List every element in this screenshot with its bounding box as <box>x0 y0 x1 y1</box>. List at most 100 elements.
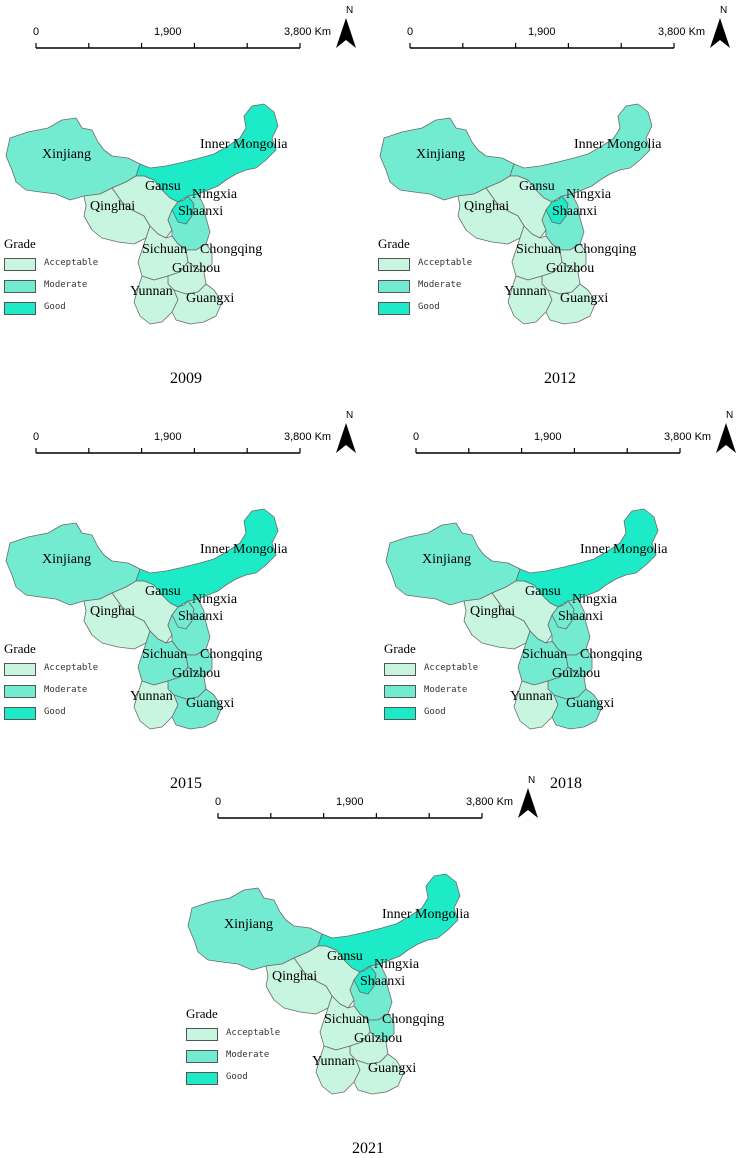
scale-bar <box>217 813 483 819</box>
legend: Grade Acceptable Moderate Good <box>378 236 518 316</box>
legend-swatch <box>378 280 410 293</box>
north-arrow-icon <box>716 423 736 453</box>
region-label-qinghai: Qinghai <box>90 604 136 619</box>
region-label-inner-mongolia: Inner Mongolia <box>382 907 470 922</box>
scale-label-mid: 1,900 <box>534 431 562 443</box>
north-arrow-icon <box>518 788 538 818</box>
scale-label-start: 0 <box>413 431 420 443</box>
region-label-xinjiang: Xinjiang <box>416 147 465 162</box>
north-label: N <box>726 410 734 421</box>
region-label-guizhou: Guizhou <box>354 1031 403 1046</box>
year-caption: 2021 <box>352 1140 384 1157</box>
region-label-chongqing: Chongqing <box>200 242 263 257</box>
legend-swatch <box>186 1028 218 1041</box>
region-label-guangxi: Guangxi <box>560 291 609 306</box>
scale-label-start: 0 <box>33 431 40 443</box>
legend-label: Moderate <box>44 685 88 695</box>
region-label-guangxi: Guangxi <box>186 291 235 306</box>
scale-bar <box>409 43 675 49</box>
region-label-chongqing: Chongqing <box>382 1012 445 1027</box>
region-label-shaanxi: Shaanxi <box>360 974 406 989</box>
legend-swatch <box>384 663 416 676</box>
region-label-xinjiang: Xinjiang <box>224 917 273 932</box>
scale-label-mid: 1,900 <box>528 26 556 38</box>
legend-title: Grade <box>186 1006 218 1021</box>
legend: Grade Acceptable Moderate Good <box>384 641 524 721</box>
legend-swatch <box>378 258 410 271</box>
scale-label-mid: 1,900 <box>154 431 182 443</box>
scale-label-end: 3,800 Km <box>658 26 706 38</box>
region-label-shaanxi: Shaanxi <box>558 609 604 624</box>
legend-label: Good <box>44 302 66 312</box>
scale-label-end: 3,800 Km <box>466 796 514 808</box>
legend-swatch <box>186 1072 218 1085</box>
scale-label-start: 0 <box>215 796 222 808</box>
region-layer <box>5 103 279 325</box>
region-label-sichuan: Sichuan <box>522 647 568 662</box>
map-svg <box>385 423 736 730</box>
legend-label: Good <box>44 707 66 717</box>
map-svg <box>5 423 356 730</box>
legend-item-moderate: Moderate <box>384 685 514 701</box>
region-guangxi <box>171 283 223 325</box>
region-label-gansu: Gansu <box>145 584 181 599</box>
region-label-qinghai: Qinghai <box>470 604 516 619</box>
north-label: N <box>346 5 354 16</box>
region-label-shaanxi: Shaanxi <box>178 609 224 624</box>
scale-label-end: 3,800 Km <box>284 431 332 443</box>
legend-swatch <box>4 663 36 676</box>
region-layer <box>379 103 653 325</box>
region-label-shaanxi: Shaanxi <box>178 204 224 219</box>
region-label-yunnan: Yunnan <box>504 284 547 299</box>
region-label-xinjiang: Xinjiang <box>42 552 91 567</box>
map-panel-2012: 0 1,900 3,800 Km N Xinjiang Inner Mongolia Gan… <box>374 0 734 387</box>
legend-item-moderate: Moderate <box>4 280 134 296</box>
legend-label: Moderate <box>424 685 468 695</box>
region-label-guangxi: Guangxi <box>566 696 615 711</box>
north-arrow-icon <box>336 18 356 48</box>
legend-swatch <box>384 685 416 698</box>
legend-item-moderate: Moderate <box>186 1050 316 1066</box>
scale-label-start: 0 <box>407 26 414 38</box>
map-panel-2018: 0 1,900 3,800 Km N Xinjiang Inner Mongolia Gan… <box>380 405 740 792</box>
year-caption: 2018 <box>550 775 582 792</box>
legend-label: Acceptable <box>44 258 99 268</box>
legend-item-acceptable: Acceptable <box>378 258 508 274</box>
scale-label-mid: 1,900 <box>336 796 364 808</box>
legend-swatch <box>4 685 36 698</box>
legend-item-acceptable: Acceptable <box>384 663 514 679</box>
region-label-xinjiang: Xinjiang <box>422 552 471 567</box>
region-label-guizhou: Guizhou <box>546 261 595 276</box>
legend-swatch <box>384 707 416 720</box>
region-label-guizhou: Guizhou <box>172 261 221 276</box>
legend: Grade Acceptable Moderate Good <box>186 1006 326 1086</box>
region-label-guizhou: Guizhou <box>172 666 221 681</box>
legend-item-acceptable: Acceptable <box>4 258 134 274</box>
region-guangxi <box>353 1053 405 1095</box>
scale-label-start: 0 <box>33 26 40 38</box>
region-label-sichuan: Sichuan <box>324 1012 370 1027</box>
region-label-ningxia: Ningxia <box>566 187 612 202</box>
region-label-gansu: Gansu <box>519 179 555 194</box>
region-label-qinghai: Qinghai <box>90 199 136 214</box>
region-label-ningxia: Ningxia <box>374 957 420 972</box>
map-panel-2015: 0 1,900 3,800 Km N Xinjiang Inner Mongolia Gan… <box>0 405 360 792</box>
north-label: N <box>528 775 536 786</box>
region-guangxi <box>551 688 603 730</box>
region-label-ningxia: Ningxia <box>192 187 238 202</box>
region-label-guangxi: Guangxi <box>186 696 235 711</box>
map-panel-2009: 0 1,900 3,800 Km N Xinjiang Inner Mongolia Gan… <box>0 0 360 387</box>
region-label-ningxia: Ningxia <box>572 592 618 607</box>
year-caption: 2012 <box>544 370 576 387</box>
region-label-yunnan: Yunnan <box>130 689 173 704</box>
legend-swatch <box>4 302 36 315</box>
scale-label-mid: 1,900 <box>154 26 182 38</box>
legend-label: Moderate <box>44 280 88 290</box>
scale-label-end: 3,800 Km <box>664 431 712 443</box>
north-arrow-icon <box>710 18 730 48</box>
region-label-shaanxi: Shaanxi <box>552 204 598 219</box>
region-label-inner-mongolia: Inner Mongolia <box>200 137 288 152</box>
region-guangxi <box>171 688 223 730</box>
legend-label: Good <box>418 302 440 312</box>
region-label-sichuan: Sichuan <box>516 242 562 257</box>
